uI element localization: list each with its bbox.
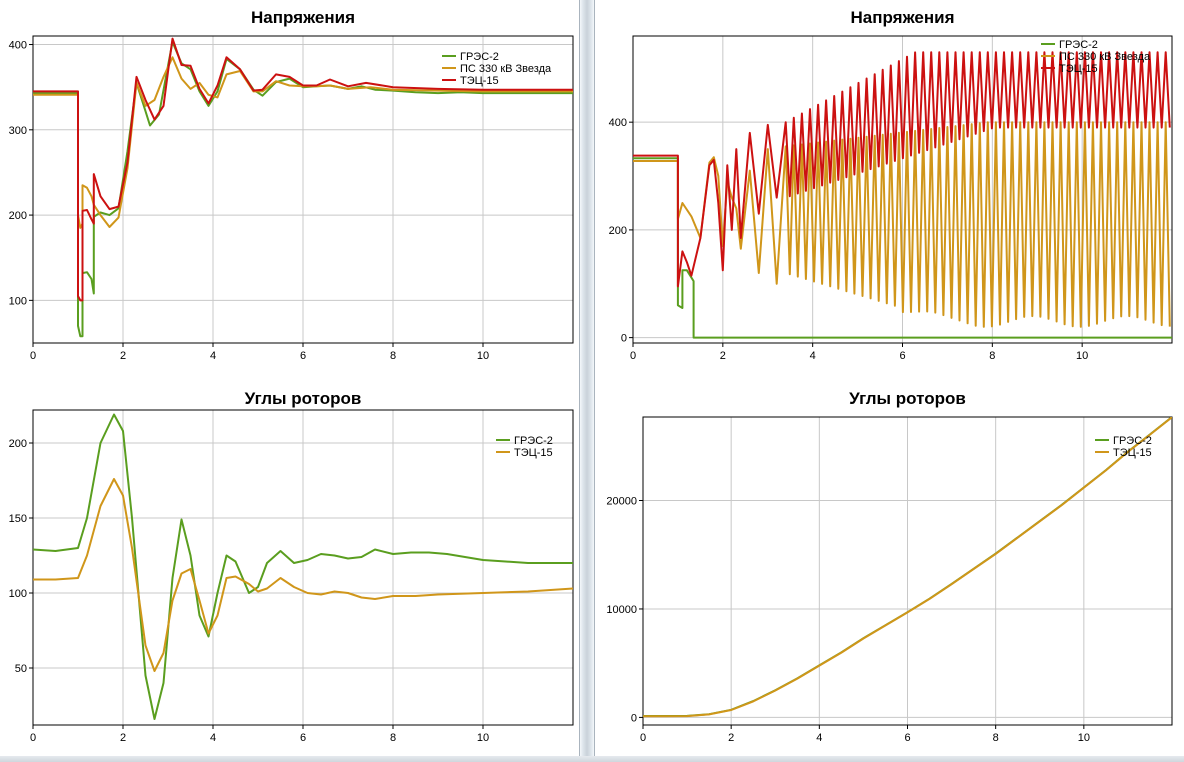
y-tick-label: 400 <box>609 117 627 129</box>
x-tick-label: 4 <box>210 732 216 744</box>
y-tick-label: 50 <box>15 663 27 675</box>
chart-rotor-angles-left: Углы роторов 0 2 4 6 8 10 50 100 150 200 ГРЭС-2ТЭЦ-… <box>9 389 574 744</box>
series-line <box>33 413 573 720</box>
y-tick-label: 20000 <box>606 496 637 508</box>
x-tick-label: 10 <box>1078 732 1090 744</box>
y-tick-label: 200 <box>9 210 27 222</box>
chart-voltages-right: Напряжения 0 2 4 6 8 10 0 200 400 ГРЭС-2ПС 330 кВ … <box>609 8 1173 362</box>
x-tick-label: 8 <box>390 732 396 744</box>
splitter-vertical[interactable] <box>579 0 595 762</box>
legend-label: ТЭЦ-15 <box>1113 447 1152 459</box>
legend-label: ПС 330 кВ Звезда <box>460 63 552 75</box>
series-line <box>33 37 573 302</box>
x-tick-label: 0 <box>30 350 36 362</box>
chart-panel-voltages-right: Напряжения 0 2 4 6 8 10 0 200 400 ГРЭС-2 ПС 330 кВ … <box>595 0 1184 374</box>
legend-label: ТЭЦ-15 <box>514 447 553 459</box>
chart-panel-rotor-angles-right: Углы роторов 0 2 4 6 8 10 0 10000 20000 ГРЭС-2 ТЭЦ-… <box>595 380 1184 756</box>
y-tick-label: 0 <box>631 712 637 724</box>
chart-rotor-angles-right: Углы роторов 0 2 4 6 8 10 0 10000 20000 ГРЭС-2ТЭЦ-… <box>606 389 1173 744</box>
x-tick-label: 4 <box>810 350 816 362</box>
chart-title: Напряжения <box>251 8 355 27</box>
x-tick-label: 10 <box>477 732 489 744</box>
chart-panel-rotor-angles-left: Углы роторов 0 2 4 6 8 10 50 100 150 200 ГРЭС-2 ТЭЦ-… <box>0 380 579 756</box>
x-tick-label: 8 <box>390 350 396 362</box>
chart-panel-voltages-left: Напряжения 0 2 4 6 8 10 100 200 300 400 ГРЭС-2 ПС 33… <box>0 0 579 374</box>
y-tick-label: 300 <box>9 125 27 137</box>
y-tick-label: 100 <box>9 588 27 600</box>
x-tick-label: 6 <box>300 350 306 362</box>
x-tick-label: 4 <box>210 350 216 362</box>
x-tick-label: 2 <box>728 732 734 744</box>
legend-label: ГРЭС-2 <box>1113 435 1152 447</box>
legend-label: ТЭЦ-15 <box>460 75 499 87</box>
x-tick-label: 0 <box>640 732 646 744</box>
series-line <box>33 478 573 672</box>
y-tick-label: 100 <box>9 295 27 307</box>
x-tick-label: 4 <box>816 732 822 744</box>
y-tick-label: 10000 <box>606 604 637 616</box>
chart-voltages-left: Напряжения 0 2 4 6 8 10 100 200 300 400 ГРЭС-2ПС 33… <box>9 8 574 362</box>
y-tick-label: 400 <box>9 40 27 52</box>
y-tick-label: 200 <box>609 225 627 237</box>
x-tick-label: 8 <box>993 732 999 744</box>
y-tick-label: 0 <box>621 333 627 345</box>
x-tick-label: 10 <box>477 350 489 362</box>
y-tick-label: 150 <box>9 513 27 525</box>
x-tick-label: 8 <box>989 350 995 362</box>
series-line <box>33 56 573 229</box>
x-tick-label: 6 <box>904 732 910 744</box>
chart-title: Углы роторов <box>245 389 362 408</box>
legend-label: ПС 330 кВ Звезда <box>1059 51 1151 63</box>
legend-label: ГРЭС-2 <box>1059 39 1098 51</box>
x-tick-label: 10 <box>1076 350 1088 362</box>
series-line <box>643 417 1172 718</box>
x-tick-label: 6 <box>899 350 905 362</box>
x-tick-label: 0 <box>30 732 36 744</box>
x-tick-label: 2 <box>120 732 126 744</box>
legend-label: ТЭЦ-15 <box>1059 63 1098 75</box>
legend-label: ГРЭС-2 <box>460 51 499 63</box>
x-tick-label: 2 <box>120 350 126 362</box>
x-tick-label: 0 <box>630 350 636 362</box>
legend-label: ГРЭС-2 <box>514 435 553 447</box>
window-bottom-edge <box>0 756 1184 762</box>
series-line <box>33 41 573 338</box>
x-tick-label: 6 <box>300 732 306 744</box>
series-line <box>633 121 1171 328</box>
y-tick-label: 200 <box>9 438 27 450</box>
x-tick-label: 2 <box>720 350 726 362</box>
chart-title: Углы роторов <box>849 389 966 408</box>
chart-title: Напряжения <box>850 8 954 27</box>
series-line <box>633 51 1171 288</box>
